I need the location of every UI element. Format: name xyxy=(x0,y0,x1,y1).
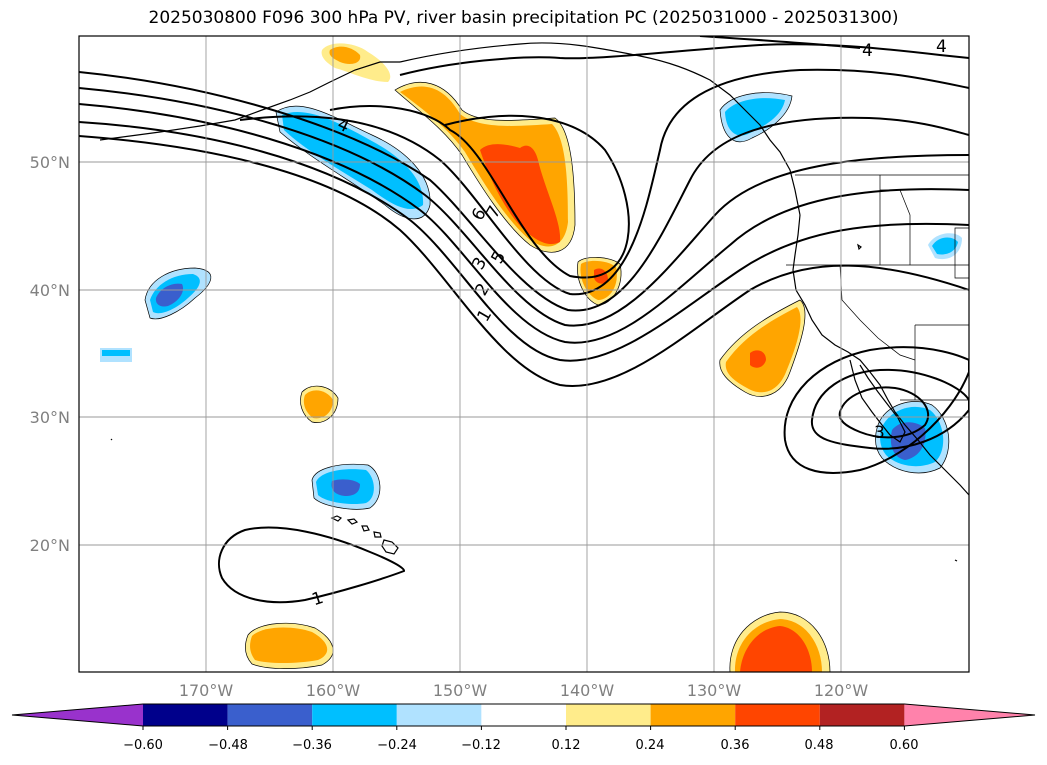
neg-area-gulf-alaska-core xyxy=(282,112,424,210)
contour-label: 3 xyxy=(874,423,885,443)
colorbar-segment xyxy=(735,704,820,726)
lon-label: 170°W xyxy=(179,681,234,700)
neg-area-112w-core xyxy=(932,237,958,255)
colorbar-segment xyxy=(481,704,566,726)
latitude-axis: 50°N 40°N 30°N 20°N xyxy=(30,153,70,555)
gridlines xyxy=(79,36,969,672)
lat-label: 20°N xyxy=(30,536,70,555)
colorbar-extend-high xyxy=(904,704,1035,726)
borders xyxy=(786,174,969,401)
pos-area-145w-core xyxy=(480,144,561,245)
colorbar-tick-label: 0.36 xyxy=(721,738,750,753)
colorbar-extend-low xyxy=(12,704,143,726)
pos-area-127w-mid xyxy=(725,307,801,393)
colorbar-segment xyxy=(566,704,651,726)
lon-label: 120°W xyxy=(814,681,869,700)
coastlines xyxy=(99,42,969,562)
pos-area-125w-core xyxy=(740,626,812,672)
lat-label: 40°N xyxy=(30,281,70,300)
colorbar-tick-label: −0.60 xyxy=(123,738,163,753)
colorbar-segment xyxy=(143,704,228,726)
colorbar-tick-label: 0.60 xyxy=(890,738,919,753)
map-frame xyxy=(78,35,970,673)
pos-area-164w-core xyxy=(250,627,328,663)
colorbar-segment xyxy=(312,704,397,726)
pos-area-alaska-coast-core xyxy=(329,46,361,64)
map-title: 2025030800 F096 300 hPa PV, river basin … xyxy=(148,8,899,28)
colorbar-segment xyxy=(227,704,313,726)
colorbar-tick-label: 0.48 xyxy=(805,738,834,753)
pv-contours xyxy=(79,36,969,604)
contour-label: 4 xyxy=(936,37,947,57)
lon-label: 160°W xyxy=(306,681,361,700)
colorbar xyxy=(11,703,1036,730)
colorbar-segment xyxy=(650,704,736,726)
lon-label: 130°W xyxy=(687,681,742,700)
lon-label: 150°W xyxy=(433,681,488,700)
neg-area-158w-core xyxy=(331,479,360,496)
colorbar-segment xyxy=(396,704,482,726)
lat-label: 50°N xyxy=(30,153,70,172)
colorbar-tick-label: 0.12 xyxy=(552,738,581,753)
colorbar-labels: −0.60 −0.48 −0.36 −0.24 −0.12 0.12 0.24 … xyxy=(123,738,918,753)
colorbar-tick-label: −0.24 xyxy=(377,738,417,753)
contour-label: 4 xyxy=(862,41,873,61)
neg-area-130w-55n-core xyxy=(725,98,785,136)
colorbar-tick-label: 0.24 xyxy=(636,738,665,753)
colorbar-segment xyxy=(819,704,905,726)
neg-area-168w-core xyxy=(155,283,184,307)
neg-area-175w-core xyxy=(102,350,130,356)
colorbar-tick-label: −0.36 xyxy=(292,738,332,753)
pos-area-162w-core xyxy=(303,390,333,419)
colorbar-tick-label: −0.12 xyxy=(461,738,501,753)
colorbar-tick-label: −0.48 xyxy=(208,738,248,753)
lon-label: 140°W xyxy=(560,681,615,700)
pos-area-127w-core xyxy=(750,350,766,368)
longitude-axis: 170°W 160°W 150°W 140°W 130°W 120°W xyxy=(179,681,869,700)
lat-label: 30°N xyxy=(30,408,70,427)
